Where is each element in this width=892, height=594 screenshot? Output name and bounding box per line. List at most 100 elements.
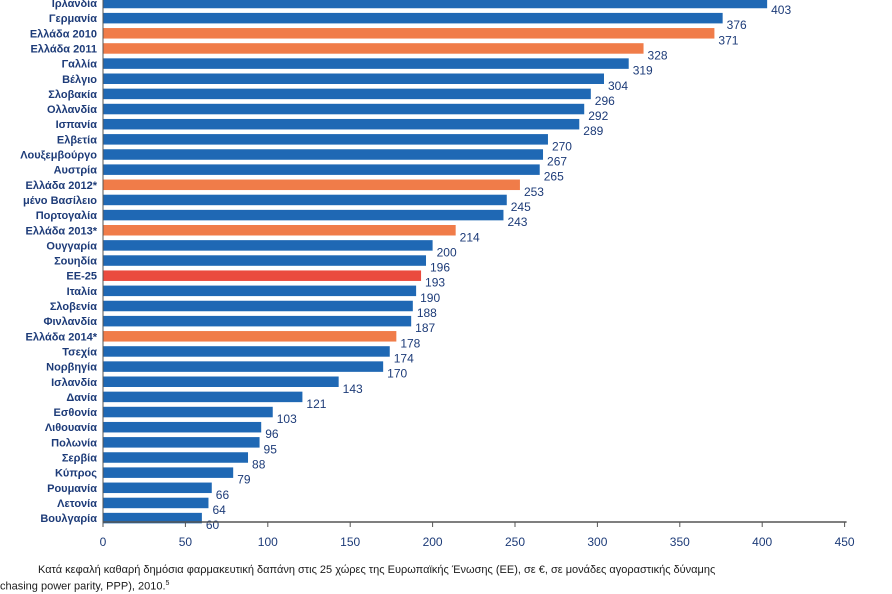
value-label: 296 <box>595 94 615 108</box>
category-label: Ελλάδα 2014* <box>26 331 98 343</box>
value-label: 60 <box>206 518 220 532</box>
bar <box>103 118 580 130</box>
bar-chart: Ιρλανδία 403 Γερμανία 376 Ελλάδα 2010 371 Ελλά… <box>20 0 855 549</box>
value-label: 103 <box>277 412 297 426</box>
bar <box>103 88 591 100</box>
bar <box>103 437 260 448</box>
bar <box>103 300 413 312</box>
caption-footnote-mark: 5 <box>165 580 170 587</box>
category-label: Λουξεμβούργο <box>20 150 97 162</box>
category-label: Ισπανία <box>56 119 98 131</box>
bar <box>103 134 548 145</box>
value-label: 121 <box>306 397 326 411</box>
value-label: 319 <box>633 64 653 78</box>
bar <box>103 73 604 84</box>
bar <box>103 346 390 357</box>
category-label: Βουλγαρία <box>40 513 97 525</box>
category-label: Σλοβενία <box>50 301 97 313</box>
category-label: Γαλλία <box>62 59 98 71</box>
bar <box>103 406 273 418</box>
value-label: 190 <box>420 291 440 305</box>
value-label: 143 <box>343 382 363 396</box>
category-label: Ισλανδία <box>51 377 97 389</box>
bar <box>103 225 456 236</box>
value-label: 243 <box>507 215 527 229</box>
bar <box>103 164 540 175</box>
value-label: 328 <box>648 48 668 62</box>
value-label: 96 <box>265 427 279 441</box>
x-tick-label: 150 <box>340 535 360 549</box>
value-label: 214 <box>460 230 480 244</box>
value-label: 193 <box>425 276 445 290</box>
category-label: Σερβία <box>62 453 97 465</box>
value-label: 88 <box>252 458 266 472</box>
figure-caption: Κατά κεφαλή καθαρή δημόσια φαρμακευτική … <box>0 563 892 594</box>
bar <box>103 58 629 69</box>
bar <box>103 149 544 160</box>
category-label: Αυστρία <box>54 165 98 177</box>
bar <box>103 209 504 221</box>
category-label: Ελβετία <box>57 134 97 146</box>
bar <box>103 255 427 266</box>
category-label: Τσεχία <box>62 346 97 358</box>
category-label: Σλοβακία <box>48 89 97 101</box>
category-label: Ολλανδία <box>47 104 97 116</box>
bar <box>103 285 417 297</box>
category-label: Ελλάδα 2011 <box>30 43 97 55</box>
category-label: Πορτογαλία <box>36 210 98 222</box>
value-label: 304 <box>608 79 628 93</box>
value-label: 187 <box>415 321 435 335</box>
bar <box>103 421 262 433</box>
category-label: Κύπρος <box>55 468 97 480</box>
value-label: 170 <box>387 367 407 381</box>
value-label: 95 <box>264 442 278 456</box>
x-tick-label: 200 <box>423 535 443 549</box>
x-tick-label: 300 <box>587 535 607 549</box>
value-label: 188 <box>417 306 437 320</box>
bar <box>103 331 397 342</box>
value-label: 267 <box>547 155 567 169</box>
value-label: 79 <box>237 473 251 487</box>
category-label: Ελλάδα 2013* <box>26 225 98 237</box>
x-tick-label: 450 <box>835 535 855 549</box>
bar <box>103 467 234 478</box>
category-label: Φινλανδία <box>43 316 97 328</box>
caption-line-2: chasing power parity, PPP), 2010.5 <box>0 577 892 594</box>
x-tick-label: 400 <box>752 535 772 549</box>
bar <box>103 240 433 251</box>
caption-line-2-text: chasing power parity, PPP), 2010. <box>0 580 166 593</box>
value-label: 174 <box>394 351 414 365</box>
value-label: 178 <box>400 336 420 350</box>
bar <box>103 103 585 115</box>
category-label: Ιρλανδία <box>52 0 97 10</box>
bar <box>103 391 303 403</box>
bar <box>103 43 644 54</box>
value-label: 245 <box>511 200 531 214</box>
category-label: Σουηδία <box>54 256 97 268</box>
category-label: Πολωνία <box>51 437 97 449</box>
value-label: 289 <box>583 124 603 138</box>
value-label: 371 <box>718 33 738 47</box>
bar <box>103 482 212 494</box>
value-label: 253 <box>524 185 544 199</box>
x-tick-label: 50 <box>179 535 193 549</box>
category-label: ΕΕ-25 <box>66 271 97 283</box>
value-label: 376 <box>727 18 747 32</box>
bar <box>103 376 339 387</box>
category-label: Γερμανία <box>49 13 97 25</box>
category-label: Ουγγαρία <box>46 240 97 252</box>
x-tick-label: 350 <box>670 535 690 549</box>
bar <box>103 179 520 191</box>
bar <box>103 315 412 327</box>
value-label: 292 <box>588 109 608 123</box>
category-label: Ελλάδα 2010 <box>30 28 97 40</box>
bar <box>103 452 249 463</box>
bar <box>103 361 384 372</box>
category-label: Εσθονία <box>54 407 98 419</box>
bar <box>103 270 422 281</box>
category-label: Λετονία <box>57 498 97 510</box>
x-tick-label: 100 <box>258 535 278 549</box>
category-label: Λιθουανία <box>45 422 97 434</box>
category-label: Ρουμανία <box>47 483 97 495</box>
value-label: 66 <box>216 488 230 502</box>
